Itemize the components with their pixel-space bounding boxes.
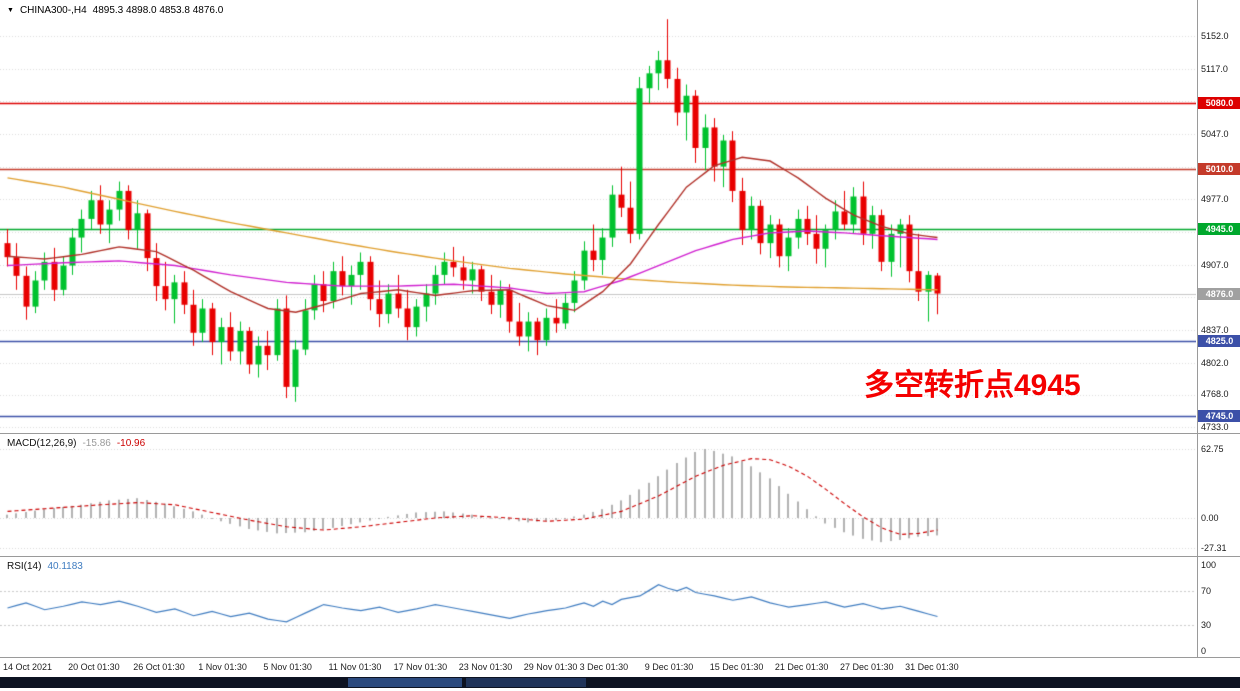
rsi-indicator-panel: RSI(14) 40.1183 100 70 30 0 — [0, 556, 1240, 658]
time-axis-label: 1 Nov 01:30 — [198, 662, 247, 672]
price-level-badge: 4825.0 — [1198, 335, 1240, 348]
price-tick-label: 5047.0 — [1201, 128, 1229, 139]
rsi-axis[interactable]: 100 70 30 0 — [1197, 557, 1240, 657]
time-axis-label: 26 Oct 01:30 — [133, 662, 185, 672]
time-axis-label: 17 Nov 01:30 — [393, 662, 448, 672]
macd-tick-label: -27.31 — [1201, 543, 1227, 553]
price-level-badge: 5010.0 — [1198, 162, 1240, 175]
price-axis[interactable]: 5152.0 5117.0 5047.0 4977.0 4907.0 4837.0 4802… — [1197, 0, 1240, 433]
taskbar-strip — [0, 677, 1240, 688]
price-level-badge: 4876.0 — [1198, 287, 1240, 300]
macd-axis[interactable]: 62.75 0.00 -27.31 — [1197, 434, 1240, 556]
macd-name: MACD(12,26,9) — [7, 438, 77, 449]
symbol-dropdown-icon[interactable]: ▼ — [7, 6, 14, 14]
time-axis-label: 14 Oct 2021 — [3, 662, 53, 672]
taskbar-segment — [348, 678, 462, 687]
rsi-canvas[interactable] — [0, 557, 1196, 658]
macd-value-main: -15.86 — [82, 438, 111, 449]
rsi-tick-label: 0 — [1201, 646, 1207, 656]
time-axis-label: 9 Dec 01:30 — [644, 662, 694, 672]
ohlc-values: 4895.3 4898.0 4853.8 4876.0 — [92, 5, 224, 16]
time-axis-label: 29 Nov 01:30 — [523, 662, 578, 672]
rsi-label: RSI(14) 40.1183 — [7, 561, 83, 572]
price-level-badge: 4945.0 — [1198, 223, 1240, 236]
macd-indicator-panel: MACD(12,26,9) -15.86 -10.96 62.75 0.00 -27… — [0, 433, 1240, 557]
rsi-value: 40.1183 — [47, 561, 83, 572]
chart-title: ▼ CHINA300-,H4 4895.3 4898.0 4853.8 4876… — [7, 5, 223, 16]
macd-tick-label: 0.00 — [1201, 512, 1219, 523]
time-axis-label: 5 Nov 01:30 — [263, 662, 312, 672]
time-axis-label: 11 Nov 01:30 — [328, 662, 382, 672]
time-axis-label: 20 Oct 01:30 — [68, 662, 120, 672]
price-tick-label: 4907.0 — [1201, 259, 1229, 270]
time-axis-label: 3 Dec 01:30 — [579, 662, 629, 672]
macd-label: MACD(12,26,9) -15.86 -10.96 — [7, 438, 145, 449]
price-tick-label: 5117.0 — [1201, 63, 1228, 74]
macd-value-signal: -10.96 — [116, 438, 146, 449]
price-tick-label: 4768.0 — [1201, 389, 1229, 400]
symbol-period-label: CHINA300-,H4 — [19, 5, 87, 16]
taskbar-segment — [466, 678, 586, 687]
price-level-badge: 5080.0 — [1198, 97, 1240, 110]
rsi-tick-label: 70 — [1201, 585, 1212, 596]
rsi-tick-label: 100 — [1201, 560, 1217, 570]
macd-canvas[interactable] — [0, 434, 1196, 557]
rsi-tick-label: 30 — [1201, 620, 1212, 631]
price-tick-label: 5152.0 — [1201, 31, 1229, 41]
price-chart-canvas[interactable] — [0, 0, 1196, 433]
price-chart-panel: ▼ CHINA300-,H4 4895.3 4898.0 4853.8 4876… — [0, 0, 1240, 433]
price-tick-label: 4837.0 — [1201, 324, 1229, 335]
time-axis-label: 15 Dec 01:30 — [709, 662, 764, 672]
chart-annotation-text: 多空转折点4945 — [864, 369, 1081, 402]
time-axis-label: 27 Dec 01:30 — [840, 662, 894, 672]
price-tick-label: 4977.0 — [1201, 194, 1229, 205]
time-axis-label: 23 Nov 01:30 — [458, 662, 513, 672]
rsi-name: RSI(14) — [7, 561, 42, 572]
time-axis[interactable]: 14 Oct 2021 20 Oct 01:30 26 Oct 01:30 1 Nov… — [0, 657, 1240, 677]
macd-tick-label: 62.75 — [1201, 444, 1224, 454]
price-tick-label: 4802.0 — [1201, 357, 1229, 368]
price-tick-label: 4733.0 — [1201, 422, 1229, 432]
time-axis-label: 21 Dec 01:30 — [774, 662, 829, 672]
price-level-badge: 4745.0 — [1198, 409, 1240, 422]
time-axis-label: 31 Dec 01:30 — [905, 662, 959, 672]
